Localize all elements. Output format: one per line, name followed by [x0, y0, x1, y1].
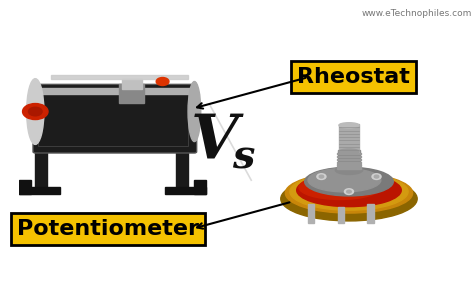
- Circle shape: [372, 174, 381, 180]
- Ellipse shape: [27, 79, 44, 144]
- Text: V: V: [191, 110, 238, 170]
- Bar: [337, 207, 344, 223]
- Bar: [122, 79, 142, 89]
- Ellipse shape: [339, 149, 359, 154]
- Bar: [19, 180, 31, 194]
- Bar: [339, 124, 359, 152]
- FancyBboxPatch shape: [33, 84, 197, 153]
- Bar: [337, 156, 361, 157]
- Ellipse shape: [308, 168, 381, 192]
- Bar: [337, 162, 361, 163]
- Text: Potentiometer: Potentiometer: [17, 219, 199, 239]
- Circle shape: [23, 104, 48, 120]
- Bar: [51, 75, 188, 79]
- Bar: [337, 167, 361, 169]
- Bar: [337, 159, 361, 160]
- Circle shape: [319, 175, 324, 178]
- Circle shape: [345, 189, 354, 194]
- Bar: [19, 187, 60, 194]
- Bar: [194, 180, 206, 194]
- Bar: [176, 140, 188, 192]
- Circle shape: [28, 107, 42, 116]
- Circle shape: [156, 78, 169, 86]
- Bar: [367, 204, 374, 223]
- Bar: [308, 204, 314, 223]
- Text: s: s: [232, 138, 255, 176]
- Bar: [337, 153, 361, 154]
- Bar: [37, 92, 188, 146]
- Ellipse shape: [297, 174, 401, 207]
- Bar: [35, 88, 194, 94]
- Ellipse shape: [188, 82, 201, 142]
- Text: Rheostat: Rheostat: [297, 67, 410, 87]
- Bar: [165, 187, 206, 194]
- Bar: [119, 84, 145, 103]
- Ellipse shape: [290, 173, 408, 210]
- Ellipse shape: [339, 123, 359, 128]
- Ellipse shape: [281, 176, 417, 221]
- Ellipse shape: [285, 173, 413, 213]
- Bar: [337, 150, 360, 170]
- Circle shape: [346, 190, 351, 193]
- Ellipse shape: [335, 166, 363, 174]
- Bar: [35, 140, 46, 192]
- Circle shape: [374, 175, 379, 178]
- Bar: [337, 164, 361, 166]
- Ellipse shape: [305, 167, 393, 196]
- Ellipse shape: [299, 175, 381, 200]
- Text: www.eTechnophiles.com: www.eTechnophiles.com: [361, 9, 472, 17]
- Circle shape: [317, 174, 326, 180]
